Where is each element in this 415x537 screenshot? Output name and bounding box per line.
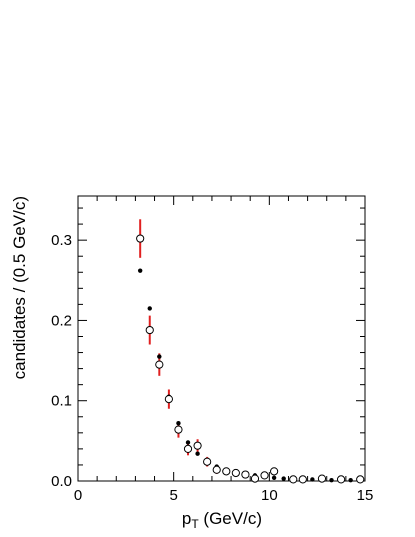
open-point [145,325,154,335]
y-tick-label: 0.2 [51,312,72,329]
filled-point [147,306,152,311]
filled-point [310,477,315,482]
open-point [260,471,269,480]
y-tick-label: 0.0 [51,473,72,490]
x-tick-label: 5 [169,487,177,504]
error-bars [139,219,362,481]
open-point [136,234,145,243]
x-tick-label: 15 [357,487,374,504]
y-tick-label: 0.3 [51,232,72,249]
filled-point [185,440,191,445]
x-axis-title: pT (GeV/c) [182,509,262,531]
plot-border [77,195,366,482]
axis-ticks [77,196,366,482]
open-point [298,475,307,484]
filled-point [137,268,143,273]
axis-labels: 0 5 10 15 0.0 0.1 0.2 0.3 pT (GeV/c) candidates /… [10,196,373,531]
open-point [250,474,260,483]
open-point [203,457,212,466]
open-point [336,475,346,484]
open-point [174,425,183,434]
plot-frame [77,195,366,482]
open-point [193,441,202,450]
open-point [270,467,279,476]
y-tick-label: 0.1 [51,393,72,410]
y-axis-title: candidates / (0.5 GeV/c) [10,196,29,379]
open-point [155,360,164,369]
open-point [231,468,240,478]
open-point [289,475,298,484]
open-point [183,444,193,453]
filled-point [176,420,181,426]
filled-point [329,477,334,483]
open-point [164,395,173,404]
filled-point [157,354,162,359]
open-point [222,467,231,476]
data-points [136,234,365,484]
open-point [212,465,221,474]
open-point [317,474,327,483]
open-point [241,470,250,479]
filled-point [195,451,200,456]
x-tick-label: 10 [261,487,278,504]
filled-point [281,476,286,481]
x-tick-label: 0 [74,487,82,504]
filled-point [271,475,277,480]
open-point [356,475,365,484]
filled-point [348,477,353,483]
